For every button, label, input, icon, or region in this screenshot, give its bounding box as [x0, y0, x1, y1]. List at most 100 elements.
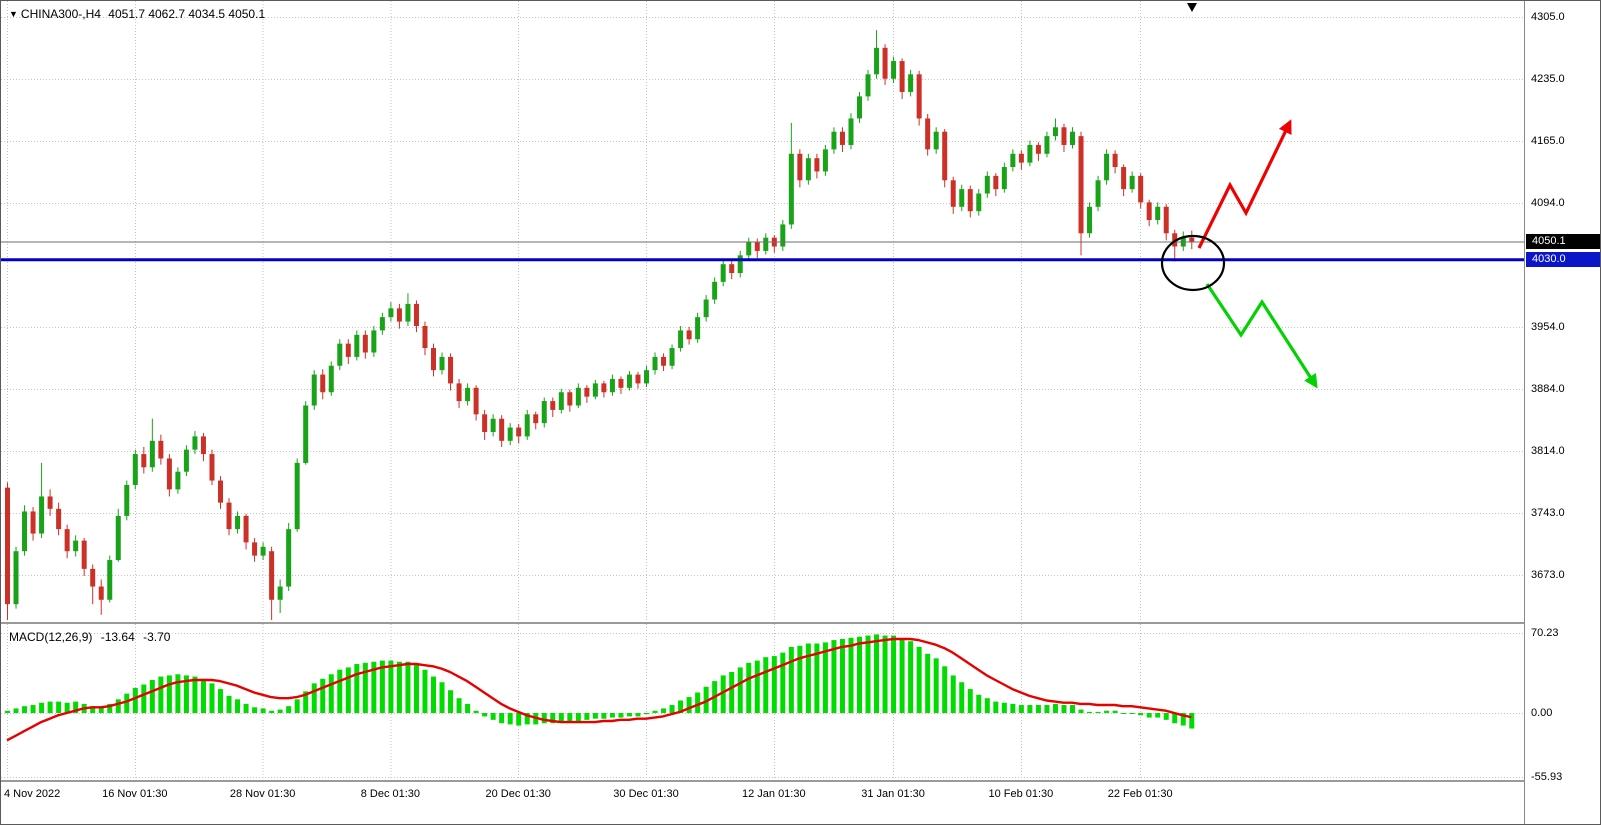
macd-bar — [1172, 713, 1178, 724]
price-axis-label: 3743.0 — [1531, 507, 1565, 519]
macd-bar — [925, 653, 931, 713]
macd-bar — [13, 708, 19, 713]
time-axis-separator — [1, 780, 1600, 782]
macd-bar — [771, 656, 777, 713]
macd-bar — [848, 637, 854, 713]
macd-bar — [1070, 705, 1075, 713]
macd-indicator-pane[interactable] — [1, 624, 1524, 781]
time-axis-label: 12 Jan 01:30 — [741, 788, 806, 800]
candle-body — [857, 96, 862, 119]
price-axis-label: 3673.0 — [1531, 569, 1565, 581]
candle-body — [90, 568, 96, 587]
candle-body — [933, 131, 939, 150]
candle-body — [1138, 175, 1144, 203]
macd-bar — [524, 713, 530, 725]
chart-dropdown-icon[interactable]: ▼ — [9, 9, 18, 19]
candle-body — [533, 414, 539, 424]
macd-bar — [294, 699, 300, 713]
candle-body — [482, 414, 488, 432]
macd-bar — [882, 635, 888, 713]
candle-body — [669, 348, 675, 366]
candle-body — [226, 502, 232, 530]
macd-bar — [1163, 713, 1169, 720]
macd-indicator-label: MACD(12,26,9) -13.64 -3.70 — [9, 630, 170, 644]
annotation-circle[interactable] — [1160, 234, 1226, 292]
macd-bar — [1061, 705, 1067, 713]
macd-bar — [567, 713, 573, 723]
macd-bar — [652, 710, 658, 713]
macd-bar — [422, 669, 428, 713]
macd-bar — [277, 709, 283, 713]
macd-bar — [371, 661, 377, 713]
macd-bar — [1180, 713, 1186, 726]
macd-bar — [609, 713, 615, 718]
macd-bar — [797, 645, 803, 713]
candle-body — [243, 515, 249, 543]
macd-bar — [413, 665, 419, 713]
candle-body — [499, 418, 505, 441]
macd-bar — [626, 713, 632, 717]
macd-bar — [1112, 710, 1118, 713]
macd-bar — [456, 698, 462, 713]
macd-bar — [822, 642, 828, 713]
macd-bar — [805, 643, 811, 713]
macd-axis-label: -55.93 — [1531, 771, 1563, 783]
macd-bar — [644, 713, 649, 715]
candle-body — [976, 193, 982, 212]
candle-body — [448, 356, 454, 384]
candle-body — [831, 131, 837, 150]
macd-bar — [465, 703, 471, 713]
macd-bar — [362, 662, 368, 713]
candle-body — [1129, 175, 1135, 190]
macd-bar — [1010, 703, 1016, 713]
candle-body — [371, 330, 377, 353]
candle-body — [379, 317, 385, 331]
candle-body — [396, 308, 402, 322]
candle-body — [22, 511, 28, 552]
candle-body — [1146, 202, 1152, 221]
macd-bar — [814, 643, 820, 713]
candle-body — [362, 334, 368, 353]
macd-bar — [695, 692, 701, 713]
candle-body — [822, 149, 828, 172]
price-axis-border — [1524, 1, 1525, 824]
candle-body — [848, 118, 854, 145]
macd-bar — [1001, 702, 1007, 713]
candle-body — [98, 586, 104, 600]
symbol-period-label: CHINA300-,H4 — [20, 7, 101, 21]
chart-shift-marker[interactable] — [1187, 3, 1197, 12]
macd-bar — [1155, 713, 1161, 718]
candle-body — [115, 515, 121, 561]
macd-bar — [507, 713, 513, 725]
macd-bar — [1087, 711, 1093, 713]
candle-body — [175, 471, 181, 490]
candle-body — [550, 401, 556, 410]
macd-bar — [98, 707, 104, 713]
candle-body — [166, 458, 172, 490]
candle-body — [107, 560, 113, 600]
candle-body — [354, 334, 360, 357]
macd-bar — [1146, 713, 1152, 718]
annotation-up-arrow[interactable] — [1197, 119, 1292, 249]
candle-body — [746, 242, 752, 256]
candle-body — [183, 449, 189, 472]
macd-bar — [916, 646, 922, 713]
time-axis[interactable]: 4 Nov 2022 16 Nov 01:30 28 Nov 01:30 8 Dec … — [1, 782, 1524, 824]
macd-bar — [149, 679, 155, 713]
pane-separator[interactable] — [1, 622, 1600, 624]
macd-value: -13.64 — [100, 630, 135, 644]
price-axis-label: 3814.0 — [1531, 445, 1565, 457]
price-axis[interactable]: 4305.0 4235.0 4165.0 4094.0 3954.0 3884.0 3814… — [1525, 1, 1600, 824]
candle-body — [73, 540, 79, 552]
candle-body — [1121, 167, 1127, 190]
candle-body — [456, 383, 462, 402]
macd-bar — [1044, 705, 1050, 713]
candle-body — [473, 387, 479, 415]
candle-body — [805, 158, 811, 181]
price-chart-pane[interactable] — [1, 1, 1524, 622]
macd-bar — [379, 660, 385, 713]
candle-body — [328, 365, 334, 393]
candle-body — [797, 153, 803, 181]
annotation-down-arrow[interactable] — [1205, 283, 1318, 389]
